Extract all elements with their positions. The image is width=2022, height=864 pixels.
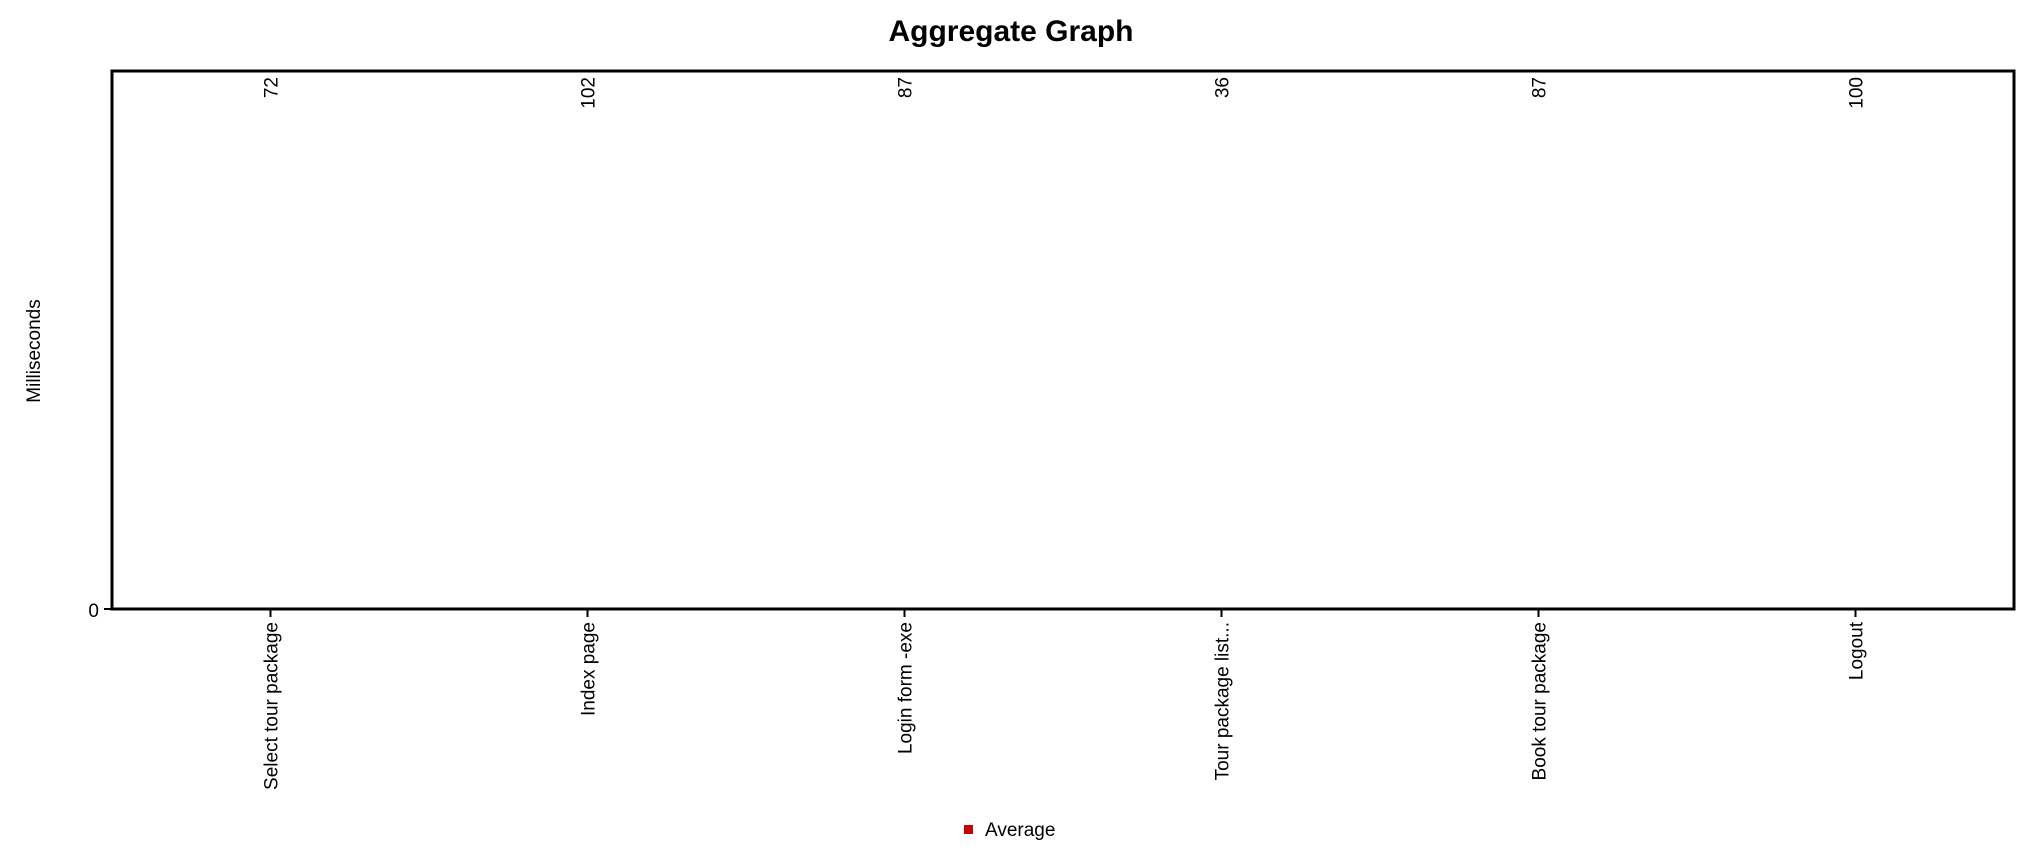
y-axis-label: Milliseconds (24, 299, 45, 402)
x-tick-label-login-form-exe: Login form -exe (896, 622, 917, 754)
x-tick-group (269, 609, 1857, 617)
data-label-tour-package-list: 36 (1213, 77, 1234, 98)
data-label-select-tour-package: 72 (262, 77, 283, 98)
x-tick-label-index-page: Index page (579, 622, 600, 716)
category-label-group: Select tour package Index page Login form … (262, 621, 1868, 790)
legend-label-average: Average (985, 820, 1055, 841)
data-label-logout: 100 (1847, 77, 1868, 109)
data-label-index-page: 102 (579, 77, 600, 109)
data-label-group: 72 102 87 36 87 100 (262, 77, 1868, 109)
chart-title: Aggregate Graph (888, 15, 1133, 48)
data-label-login-form-exe: 87 (896, 77, 917, 98)
x-tick-label-book-tour-package: Book tour package (1530, 622, 1551, 780)
data-label-book-tour-package: 87 (1530, 77, 1551, 98)
x-tick-label-logout: Logout (1847, 621, 1868, 680)
legend-swatch-average (964, 825, 973, 834)
x-tick-label-select-tour-package: Select tour package (262, 622, 283, 790)
x-tick-label-tour-package-list: Tour package list... (1213, 622, 1234, 780)
legend: Average (964, 820, 1055, 841)
plot-area-frame (110, 69, 2016, 611)
y-tick-label-0: 0 (88, 601, 99, 622)
